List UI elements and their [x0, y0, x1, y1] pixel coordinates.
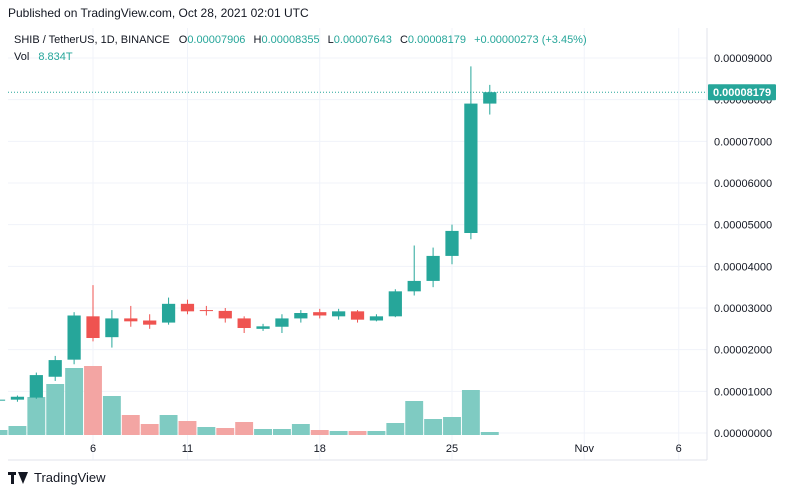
open-value: 0.00007906 — [187, 34, 246, 46]
price-tick-label: 0.00004000 — [714, 261, 772, 273]
volume-bar — [65, 368, 84, 435]
candle-body — [256, 326, 270, 329]
high-value: 0.00008355 — [261, 34, 320, 46]
volume-bar — [461, 390, 480, 435]
volume-bar — [8, 426, 27, 435]
chart-grid — [8, 28, 707, 460]
time-tick-label: Nov — [574, 443, 594, 455]
price-tick-label: 0.00006000 — [714, 178, 772, 190]
volume-bar — [27, 397, 46, 435]
candle-body — [67, 315, 81, 360]
volume-bar — [178, 421, 197, 435]
volume-bar — [367, 431, 386, 435]
price-tick-label: 0.00003000 — [714, 303, 772, 315]
price-tick-label: 0.00001000 — [714, 386, 772, 398]
last-price-label: 0.00008179 — [713, 87, 771, 99]
candle-body — [218, 310, 232, 319]
volume-bar — [273, 429, 291, 435]
candle-body — [199, 310, 213, 312]
volume-bar — [121, 415, 140, 435]
candle-body — [10, 396, 25, 400]
volume-bar — [102, 396, 121, 435]
low-label: L — [327, 34, 334, 46]
change-value: +0.00000273 (+3.45%) — [474, 34, 587, 46]
volume-bar — [197, 427, 216, 435]
tradingview-logo-icon — [8, 471, 28, 484]
candle-body — [313, 312, 327, 316]
candle-body — [86, 316, 100, 338]
candle-body — [180, 303, 195, 312]
symbol-label[interactable]: SHIB / TetherUS, 1D, BINANCE — [14, 34, 170, 46]
time-tick-label: 18 — [314, 443, 326, 455]
volume-bar — [291, 424, 310, 435]
price-tick-label: 0.00005000 — [714, 220, 772, 232]
footer-brand[interactable]: TradingView — [8, 470, 106, 485]
candle-body — [464, 103, 478, 233]
candles — [0, 66, 497, 402]
candle-body — [29, 375, 43, 398]
volume-bar — [386, 423, 405, 435]
candle-body — [407, 280, 421, 292]
volume-label: Vol — [14, 51, 30, 63]
close-label: C — [399, 34, 408, 46]
candle-body — [332, 311, 346, 317]
time-tick-label: 25 — [446, 443, 458, 455]
published-note: Published on TradingView.com, Oct 28, 20… — [8, 6, 309, 20]
high-label: H — [253, 34, 262, 46]
candle-body — [483, 92, 497, 104]
candle-body — [237, 318, 251, 328]
candle-body — [48, 360, 62, 377]
time-tick-label: 6 — [676, 443, 682, 455]
candle-body — [350, 311, 365, 320]
volume-bar — [480, 432, 499, 435]
volume-bar — [140, 424, 159, 435]
ohlc-legend: SHIB / TetherUS, 1D, BINANCE O0.00007906… — [14, 34, 587, 46]
volume-bar — [424, 419, 443, 435]
time-axis[interactable]: 6 11 18 25 Nov 6 — [90, 443, 682, 455]
last-price-tag: 0.00008179 — [708, 84, 776, 101]
candle-body — [143, 320, 157, 325]
price-axis[interactable]: 0.000090000.000080000.000070000.00006000… — [714, 53, 772, 440]
candle-body — [426, 255, 440, 281]
time-tick-label: 6 — [90, 443, 96, 455]
candle-body — [388, 291, 402, 317]
volume-bar — [348, 431, 367, 435]
volume-legend: Vol 8.834T — [14, 51, 73, 63]
volume-bars — [0, 366, 499, 435]
volume-bar — [235, 422, 254, 435]
candle-body — [294, 313, 308, 319]
candle-body — [105, 318, 119, 338]
time-tick-label: 11 — [182, 443, 193, 455]
candle-body — [445, 230, 459, 256]
price-tick-label: 0.00007000 — [714, 136, 772, 148]
volume-bar — [254, 429, 272, 435]
volume-value: 8.834T — [38, 51, 73, 63]
candle-body — [369, 316, 384, 321]
volume-bar — [405, 401, 424, 435]
candle-body — [0, 399, 6, 401]
candle-body — [161, 303, 176, 323]
volume-bar — [0, 430, 8, 435]
volume-bar — [329, 431, 348, 435]
brand-name: TradingView — [34, 470, 106, 485]
price-tick-label: 0.00009000 — [714, 53, 772, 65]
volume-bar — [159, 415, 178, 435]
volume-bar — [84, 366, 102, 435]
close-value: 0.00008179 — [407, 34, 467, 46]
candle-body — [275, 318, 289, 327]
open-label: O — [178, 34, 188, 46]
price-tick-label: 0.00000000 — [714, 428, 772, 440]
candle-body — [124, 318, 138, 322]
volume-bar — [46, 384, 65, 435]
price-tick-label: 0.00002000 — [714, 345, 772, 357]
volume-bar — [216, 428, 235, 435]
volume-bar — [443, 417, 461, 435]
low-value: 0.00007643 — [333, 34, 392, 46]
volume-bar — [310, 430, 329, 435]
